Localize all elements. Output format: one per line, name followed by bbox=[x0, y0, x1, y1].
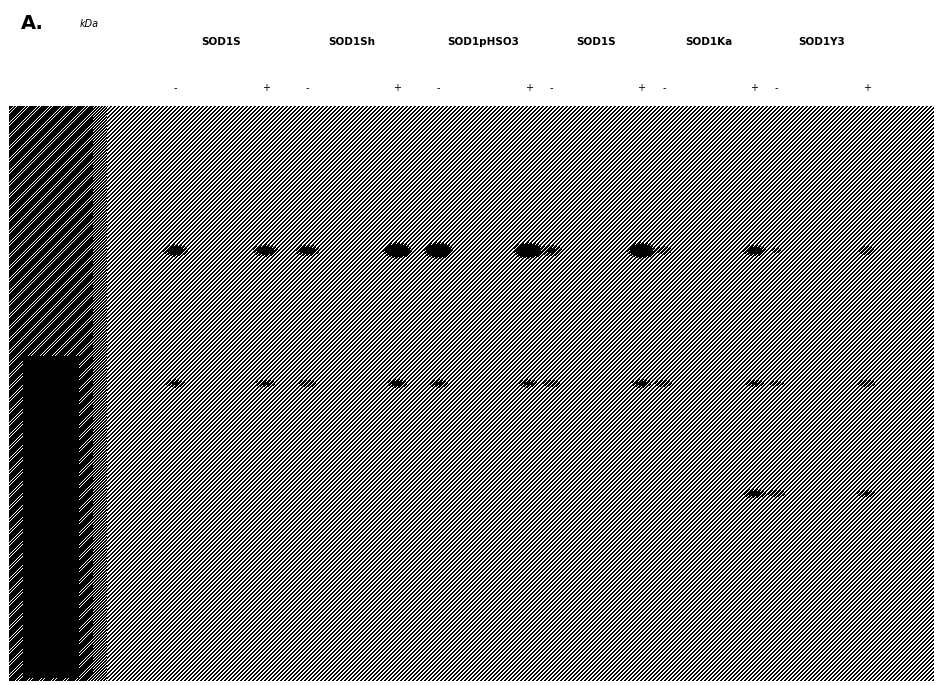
Text: -: - bbox=[662, 83, 666, 92]
Text: -: - bbox=[305, 83, 309, 92]
Text: -: - bbox=[549, 83, 553, 92]
Text: +: + bbox=[525, 83, 532, 92]
Text: -: - bbox=[174, 83, 177, 92]
Text: +: + bbox=[750, 83, 758, 92]
Text: -: - bbox=[437, 83, 440, 92]
Text: SOD1S: SOD1S bbox=[577, 38, 616, 47]
Text: SOD1S: SOD1S bbox=[201, 38, 240, 47]
Text: -: - bbox=[775, 83, 778, 92]
Text: A.: A. bbox=[21, 14, 43, 34]
Text: SOD1pHSO3: SOD1pHSO3 bbox=[448, 38, 519, 47]
Text: SOD1Sh: SOD1Sh bbox=[329, 38, 376, 47]
Text: SOD1Y3: SOD1Y3 bbox=[798, 38, 845, 47]
Text: +: + bbox=[262, 83, 269, 92]
Text: +: + bbox=[638, 83, 645, 92]
Text: kDa: kDa bbox=[80, 19, 99, 29]
Text: SOD1Ka: SOD1Ka bbox=[685, 38, 732, 47]
Text: +: + bbox=[393, 83, 401, 92]
Text: +: + bbox=[863, 83, 870, 92]
